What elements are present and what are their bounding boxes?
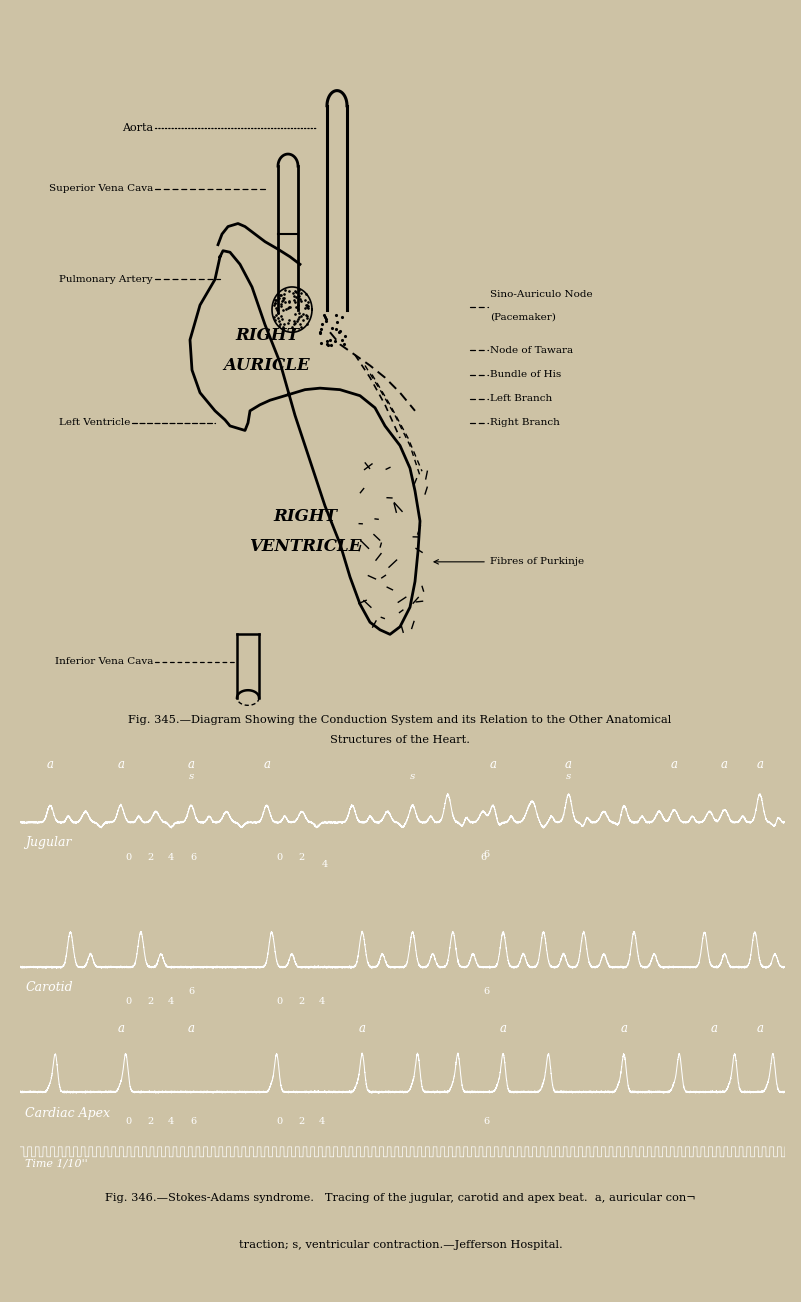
Text: Aorta: Aorta: [122, 124, 153, 133]
Text: Pulmonary Artery: Pulmonary Artery: [59, 275, 153, 284]
Text: Inferior Vena Cava: Inferior Vena Cava: [54, 658, 153, 667]
Text: 4: 4: [168, 1117, 174, 1126]
Text: 6: 6: [483, 1117, 489, 1126]
Text: 6: 6: [480, 853, 486, 862]
Text: 4: 4: [168, 997, 174, 1006]
Text: 2: 2: [299, 853, 305, 862]
Text: s: s: [188, 772, 194, 781]
Text: Structures of the Heart.: Structures of the Heart.: [330, 736, 470, 745]
Text: Fig. 346.—Stokes-Adams syndrome.   Tracing of the jugular, carotid and apex beat: Fig. 346.—Stokes-Adams syndrome. Tracing…: [105, 1194, 696, 1203]
Text: 6: 6: [483, 987, 489, 996]
Text: a: a: [187, 1022, 195, 1035]
Text: 0: 0: [276, 853, 283, 862]
Text: Left Ventricle: Left Ventricle: [58, 418, 130, 427]
Text: VENTRICLE: VENTRICLE: [249, 538, 361, 555]
Text: 6: 6: [483, 850, 489, 859]
Text: Right Branch: Right Branch: [490, 418, 560, 427]
Text: 4: 4: [319, 1117, 325, 1126]
Text: a: a: [46, 758, 54, 771]
Text: traction; s, ventricular contraction.—Jefferson Hospital.: traction; s, ventricular contraction.—Je…: [239, 1241, 562, 1250]
Text: 2: 2: [147, 1117, 154, 1126]
Text: a: a: [117, 1022, 124, 1035]
Text: a: a: [187, 758, 195, 771]
Text: 2: 2: [299, 997, 305, 1006]
Text: a: a: [263, 758, 270, 771]
Text: 2: 2: [147, 853, 154, 862]
Text: Fibres of Purkinje: Fibres of Purkinje: [490, 557, 584, 566]
Text: Left Branch: Left Branch: [490, 395, 552, 404]
Text: Fig. 345.—Diagram Showing the Conduction System and its Relation to the Other An: Fig. 345.—Diagram Showing the Conduction…: [128, 715, 671, 725]
Text: RIGHT: RIGHT: [273, 508, 337, 525]
Text: a: a: [117, 758, 124, 771]
Text: 6: 6: [188, 987, 194, 996]
Text: AURICLE: AURICLE: [223, 357, 310, 374]
Text: Jugular: Jugular: [25, 836, 71, 849]
Text: a: a: [621, 1022, 627, 1035]
Text: 0: 0: [276, 1117, 283, 1126]
Text: Bundle of His: Bundle of His: [490, 370, 562, 379]
Text: 6: 6: [190, 853, 196, 862]
Text: a: a: [756, 1022, 763, 1035]
Text: a: a: [500, 1022, 507, 1035]
Text: a: a: [711, 1022, 718, 1035]
Text: (Pacemaker): (Pacemaker): [490, 312, 556, 322]
Text: 0: 0: [126, 997, 132, 1006]
Text: a: a: [756, 758, 763, 771]
Text: 0: 0: [276, 997, 283, 1006]
Text: 2: 2: [299, 1117, 305, 1126]
Text: Sino-Auriculo Node: Sino-Auriculo Node: [490, 290, 593, 299]
Text: a: a: [565, 758, 572, 771]
Text: Carotid: Carotid: [25, 980, 73, 993]
Text: 0: 0: [126, 853, 132, 862]
Text: a: a: [721, 758, 728, 771]
Text: a: a: [359, 1022, 366, 1035]
Text: s: s: [566, 772, 571, 781]
Text: 0: 0: [126, 1117, 132, 1126]
Text: 4: 4: [322, 861, 328, 870]
Text: 2: 2: [147, 997, 154, 1006]
Text: 6: 6: [190, 1117, 196, 1126]
Text: 4: 4: [319, 997, 325, 1006]
Text: a: a: [670, 758, 678, 771]
Text: s: s: [410, 772, 415, 781]
Text: 4: 4: [168, 853, 174, 862]
Text: a: a: [489, 758, 497, 771]
Text: Time 1/10'': Time 1/10'': [25, 1159, 87, 1169]
Text: RIGHT: RIGHT: [235, 327, 299, 344]
Text: Superior Vena Cava: Superior Vena Cava: [49, 185, 153, 193]
Text: Node of Tawara: Node of Tawara: [490, 346, 574, 355]
Text: Cardiac Apex: Cardiac Apex: [25, 1108, 110, 1121]
